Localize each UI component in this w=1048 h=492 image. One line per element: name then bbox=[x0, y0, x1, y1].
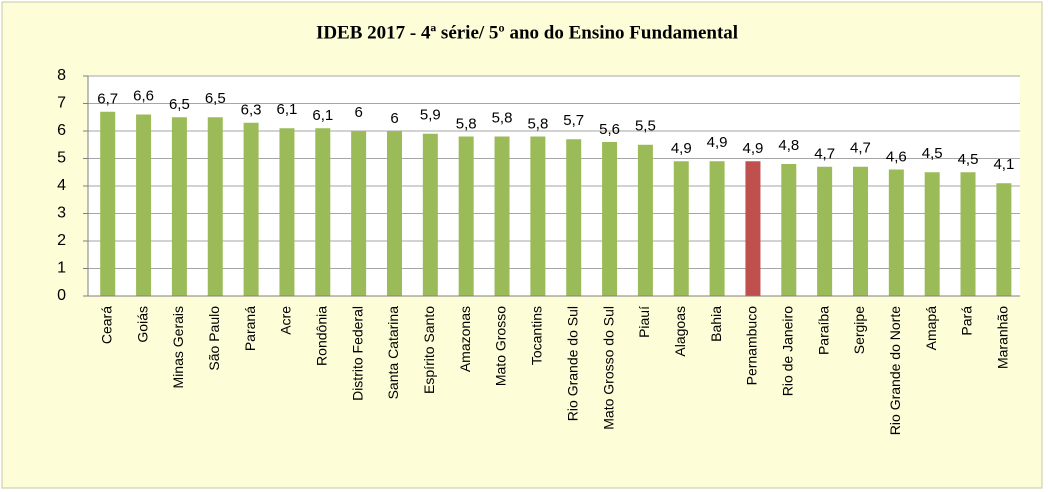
x-tick-label: Paraíba bbox=[815, 306, 831, 355]
x-tick-label: Distrito Federal bbox=[349, 306, 365, 401]
x-tick-label: Rio de Janeiro bbox=[779, 306, 795, 396]
bar bbox=[996, 183, 1012, 296]
value-label: 4,9 bbox=[671, 140, 692, 157]
value-label: 4,1 bbox=[993, 156, 1014, 173]
y-tick-label: 5 bbox=[57, 150, 66, 167]
bar bbox=[243, 122, 259, 296]
value-label: 6,6 bbox=[133, 87, 154, 104]
y-tick-label: 0 bbox=[57, 287, 66, 304]
x-tick-label: Alagoas bbox=[672, 306, 688, 357]
y-tick-label: 4 bbox=[57, 177, 66, 194]
y-tick-label: 6 bbox=[57, 122, 66, 139]
bar bbox=[781, 164, 797, 296]
bar bbox=[100, 111, 116, 296]
bar bbox=[817, 166, 833, 296]
value-label: 4,5 bbox=[958, 151, 979, 168]
x-tick-label: Amazonas bbox=[457, 306, 473, 372]
value-label: 4,5 bbox=[922, 145, 943, 162]
value-label: 4,7 bbox=[814, 146, 835, 163]
x-tick-label: Ceará bbox=[98, 306, 114, 344]
y-tick-label: 2 bbox=[57, 232, 66, 249]
x-tick-label: Pernambuco bbox=[744, 306, 760, 386]
x-tick-label: Maranhão bbox=[995, 306, 1011, 369]
value-label: 5,8 bbox=[456, 115, 477, 132]
chart-title: IDEB 2017 - 4ª série/ 5º ano do Ensino F… bbox=[316, 22, 738, 43]
bar bbox=[494, 136, 510, 296]
bar bbox=[136, 114, 152, 296]
bar bbox=[888, 169, 904, 296]
x-tick-label: Pará bbox=[959, 306, 975, 336]
y-tick-label: 3 bbox=[57, 205, 66, 222]
value-label: 6,3 bbox=[241, 102, 262, 119]
x-tick-label: Piauí bbox=[636, 306, 652, 338]
value-label: 6,5 bbox=[169, 96, 190, 113]
bar bbox=[566, 139, 582, 296]
value-label: 5,7 bbox=[563, 112, 584, 129]
value-label: 6 bbox=[354, 104, 362, 121]
x-tick-label: Acre bbox=[278, 306, 294, 335]
bar bbox=[637, 144, 653, 296]
bar bbox=[960, 172, 976, 296]
bar bbox=[709, 161, 725, 296]
bar bbox=[351, 131, 367, 296]
x-tick-label: Amapá bbox=[923, 306, 939, 351]
x-tick-label: Paraná bbox=[242, 306, 258, 351]
bar bbox=[422, 133, 438, 296]
bar bbox=[745, 161, 761, 296]
x-tick-label: São Paulo bbox=[206, 306, 222, 371]
y-tick-label: 7 bbox=[57, 95, 66, 112]
value-label: 6,1 bbox=[277, 101, 298, 118]
bar bbox=[602, 142, 618, 296]
bar bbox=[171, 117, 187, 296]
x-tick-label: Minas Gerais bbox=[170, 306, 186, 388]
bar bbox=[207, 117, 223, 296]
value-label: 6,7 bbox=[97, 91, 118, 108]
value-label: 5,9 bbox=[420, 107, 441, 124]
bar bbox=[279, 128, 295, 296]
x-tick-label: Goiás bbox=[134, 306, 150, 343]
value-label: 4,8 bbox=[778, 137, 799, 154]
y-tick-label: 1 bbox=[57, 260, 66, 277]
value-label: 4,9 bbox=[707, 134, 728, 151]
value-label: 5,6 bbox=[599, 121, 620, 138]
value-label: 6 bbox=[390, 110, 398, 127]
x-tick-label: Santa Catarina bbox=[385, 306, 401, 400]
value-label: 5,8 bbox=[527, 115, 548, 132]
value-label: 6,1 bbox=[312, 107, 333, 124]
y-tick-label: 8 bbox=[57, 67, 66, 84]
bar bbox=[386, 131, 402, 296]
value-label: 5,5 bbox=[635, 118, 656, 135]
x-tick-label: Bahia bbox=[708, 306, 724, 342]
value-label: 5,8 bbox=[492, 109, 513, 126]
x-tick-label: Mato Grosso do Sul bbox=[600, 306, 616, 430]
bar bbox=[530, 136, 546, 296]
x-tick-label: Rio Grande do Norte bbox=[887, 306, 903, 435]
value-label: 4,7 bbox=[850, 140, 871, 157]
bar bbox=[673, 161, 689, 296]
bar bbox=[458, 136, 474, 296]
bar bbox=[315, 128, 331, 296]
bar bbox=[924, 172, 940, 296]
value-label: 4,6 bbox=[886, 148, 907, 165]
bar bbox=[852, 166, 868, 296]
x-tick-label: Espírito Santo bbox=[421, 306, 437, 394]
x-tick-label: Tocantins bbox=[529, 306, 545, 365]
x-tick-label: Rondônia bbox=[313, 306, 329, 366]
x-tick-label: Rio Grande do Sul bbox=[564, 306, 580, 421]
value-label: 4,9 bbox=[743, 140, 764, 157]
x-tick-label: Mato Grosso bbox=[493, 306, 509, 386]
x-tick-label: Sergipe bbox=[851, 306, 867, 354]
value-label: 6,5 bbox=[205, 90, 226, 107]
